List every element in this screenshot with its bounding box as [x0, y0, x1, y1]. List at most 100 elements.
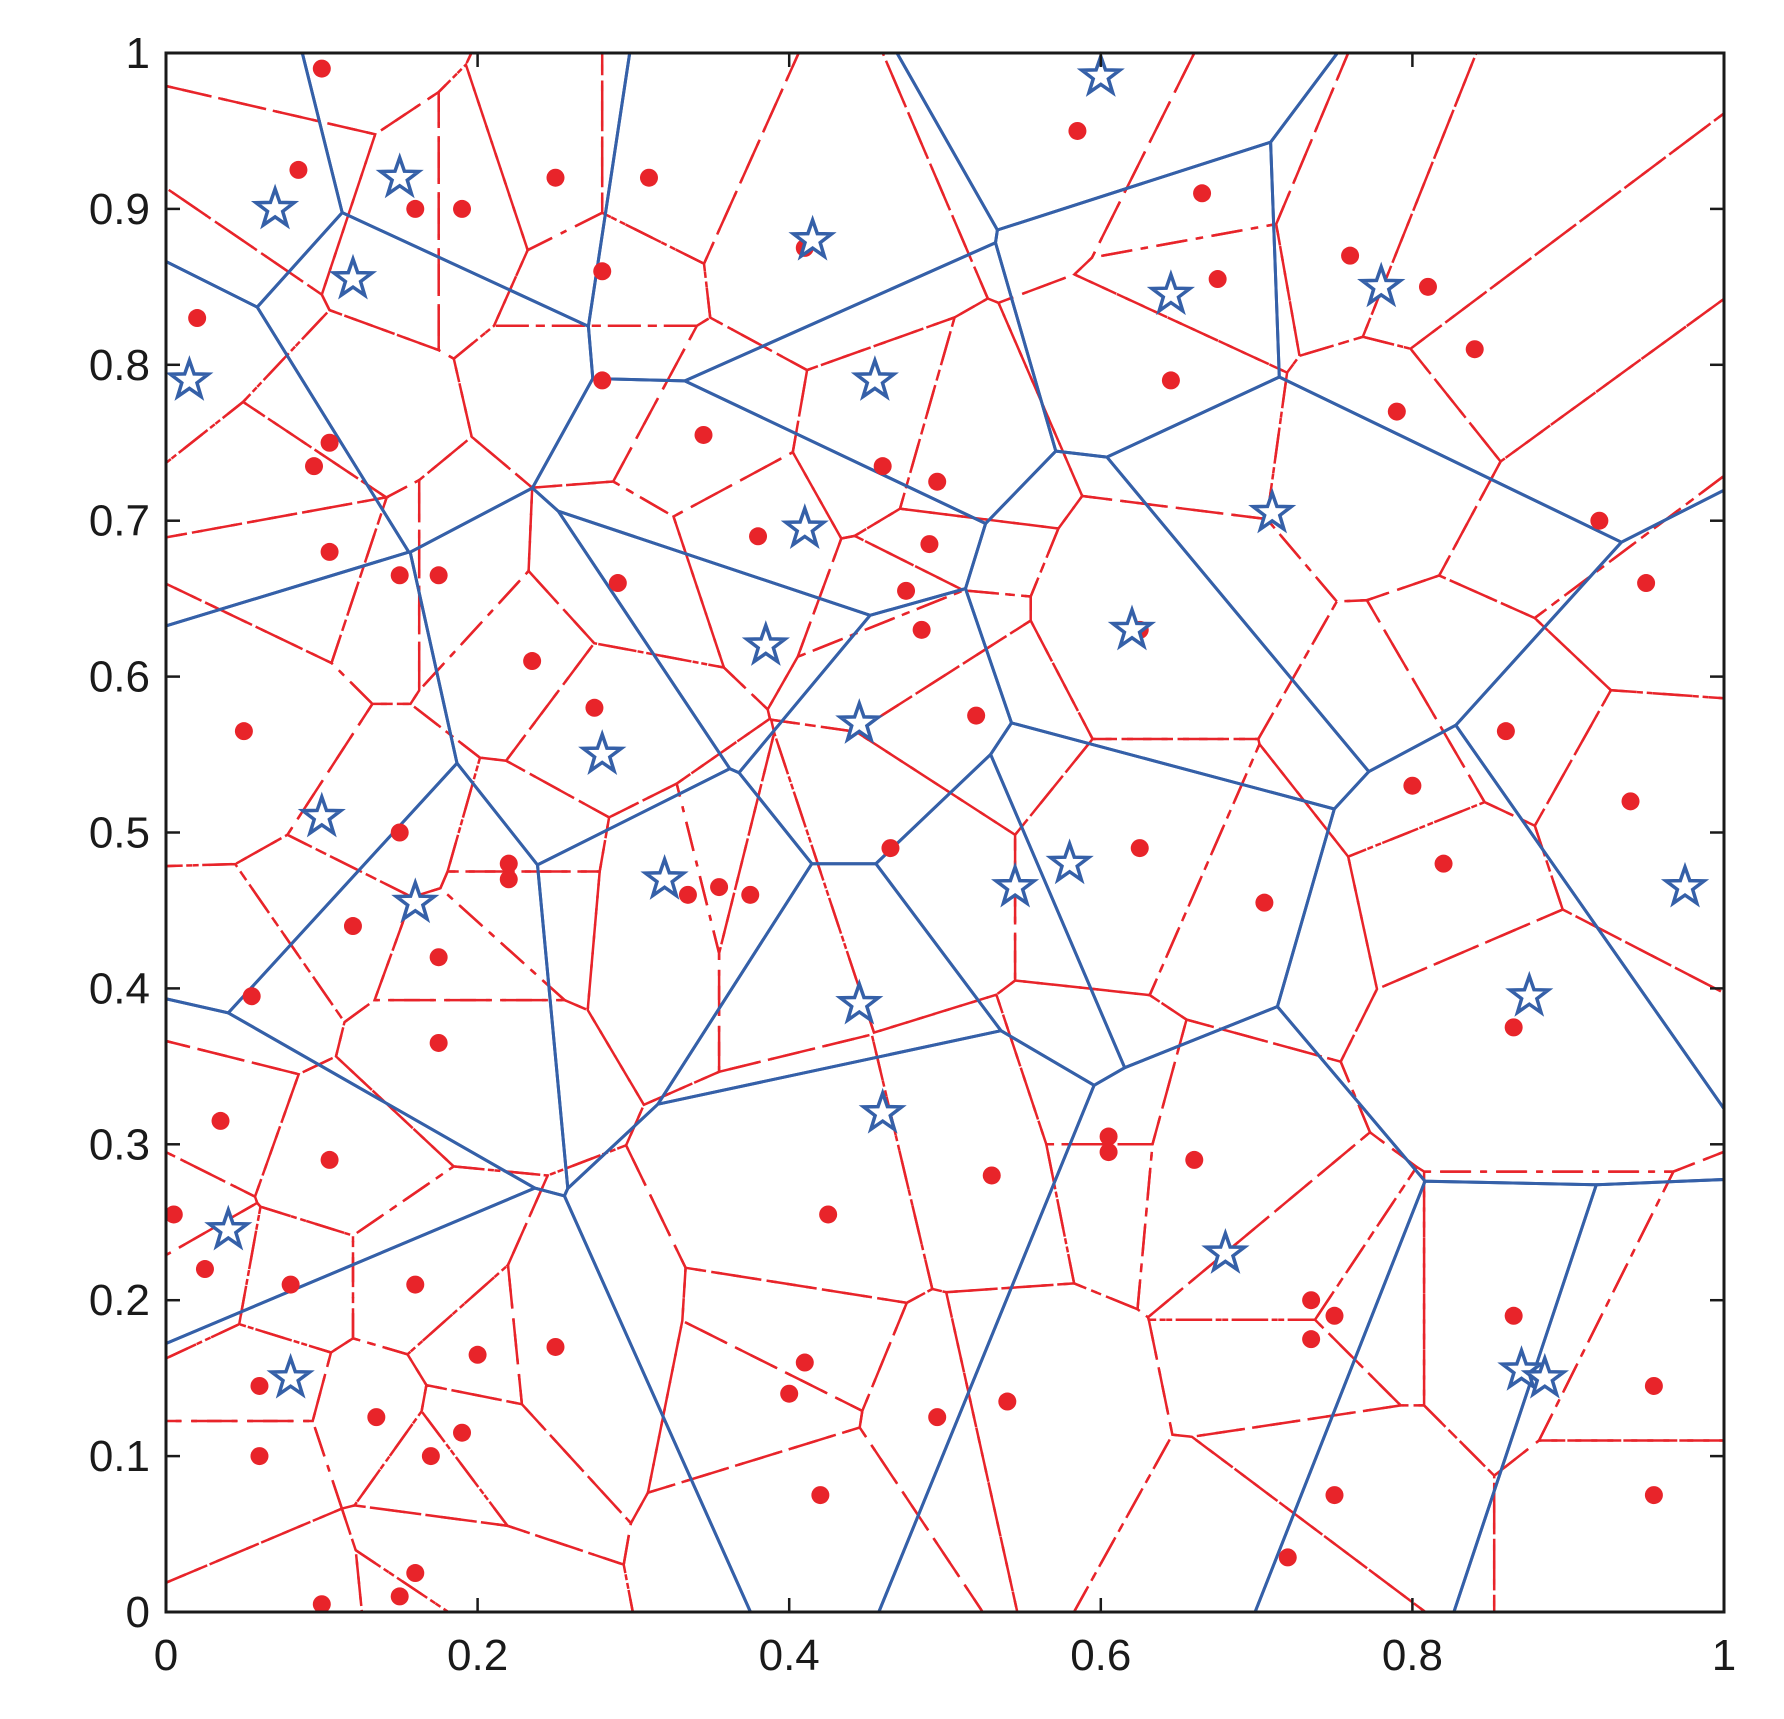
dot-point — [343, 917, 362, 936]
dashed-cell — [164, 496, 389, 665]
solid-cell — [255, 210, 595, 554]
star-point — [741, 620, 790, 666]
star-point — [1357, 261, 1406, 308]
star-point — [850, 355, 899, 401]
solid-cell — [993, 140, 1281, 459]
dot-point — [1325, 1486, 1344, 1505]
y-tick-label: 1 — [126, 29, 150, 78]
dot-point — [367, 1408, 386, 1427]
dashed-cell — [1274, 51, 1479, 358]
dot-point — [242, 987, 261, 1006]
dot-point — [795, 1353, 814, 1372]
dashed-cell — [420, 1383, 633, 1567]
dot-point — [499, 854, 518, 873]
star-point — [391, 877, 440, 924]
dashed-cell — [372, 886, 568, 1002]
dot-point — [1403, 776, 1422, 795]
dot-point — [468, 1345, 487, 1364]
dashed-cell — [1492, 1439, 1726, 1614]
dot-point — [320, 1150, 339, 1169]
dot-point — [188, 309, 207, 328]
x-tick-label: 0.8 — [1382, 1631, 1443, 1680]
dot-point — [305, 457, 324, 476]
star-point — [1107, 604, 1157, 651]
dot-point — [1255, 893, 1274, 912]
dot-point — [1193, 184, 1212, 203]
dashed-cell — [1147, 1318, 1404, 1439]
star-point — [1660, 861, 1710, 908]
dashed-cell — [340, 1504, 635, 1614]
star-point — [204, 1204, 253, 1251]
dot-point — [406, 1564, 425, 1583]
dashed-cell — [944, 1282, 1174, 1614]
star-point — [1146, 269, 1195, 316]
y-tick-label: 0.5 — [89, 809, 150, 858]
dot-point — [1185, 1150, 1204, 1169]
dashed-cell — [164, 862, 346, 1076]
star-point — [1520, 1352, 1570, 1399]
dashed-cell — [646, 1318, 864, 1495]
solid-cell — [876, 1004, 1427, 1614]
dashed-cell — [320, 89, 440, 352]
star-series — [165, 51, 1710, 1399]
dashed-cell — [1339, 908, 1726, 1173]
star-point — [835, 978, 884, 1025]
star-point — [991, 861, 1040, 908]
dashed-cell — [452, 324, 699, 489]
dot-point — [312, 59, 331, 78]
dot-point — [811, 1486, 830, 1505]
y-tick-label: 0.4 — [89, 964, 150, 1013]
dot-point — [678, 885, 697, 904]
dot-point — [390, 566, 409, 585]
x-tick-label: 0.6 — [1070, 1631, 1131, 1680]
solid-cell — [963, 449, 1371, 811]
dot-point — [749, 527, 768, 546]
dot-point — [429, 948, 448, 967]
dashed-cell — [164, 400, 390, 539]
star-point — [578, 729, 627, 776]
dashed-cell — [870, 993, 1076, 1294]
star-point — [1497, 1345, 1546, 1391]
dashed-cell — [1146, 1130, 1419, 1321]
dot-point — [608, 574, 627, 593]
dot-point — [1496, 722, 1515, 741]
x-tick-label: 0.2 — [447, 1631, 508, 1680]
dot-point — [453, 1423, 472, 1442]
dashed-cell — [164, 581, 374, 868]
dashed-cell — [611, 316, 809, 518]
dashed-cell — [586, 781, 721, 1107]
dashed-cell — [1365, 574, 1613, 828]
dot-point — [453, 199, 472, 218]
dot-point — [928, 1408, 947, 1427]
dot-point — [928, 472, 947, 491]
star-point — [297, 791, 346, 838]
dashed-cell — [675, 717, 776, 954]
dashed-cell — [1361, 51, 1726, 351]
dot-point — [1302, 1330, 1321, 1349]
solid-cell — [164, 550, 459, 1015]
dashed-cell — [702, 51, 990, 372]
star-point — [1076, 51, 1125, 97]
y-tick-label: 0.7 — [89, 497, 150, 546]
dashed-cell — [330, 478, 421, 706]
solid-cell — [873, 751, 1127, 1088]
dot-point — [281, 1275, 300, 1294]
star-point — [266, 1352, 315, 1399]
solid-cell — [1453, 487, 1726, 1114]
dot-point — [1278, 1548, 1297, 1567]
dot-point — [406, 1275, 425, 1294]
dashed-cell — [898, 297, 1084, 530]
dashed-cell — [164, 1039, 301, 1199]
dot-point — [1644, 1486, 1663, 1505]
dot-point — [1325, 1306, 1344, 1325]
dot-point — [998, 1392, 1017, 1411]
dot-point — [1099, 1143, 1118, 1162]
dashed-cell — [1089, 51, 1351, 260]
star-point — [375, 152, 424, 199]
dashed-cell — [600, 51, 801, 266]
dot-point — [741, 885, 760, 904]
dashed-cell — [717, 728, 876, 1074]
dot-point — [639, 168, 658, 187]
dashed-cell — [1136, 1018, 1372, 1319]
